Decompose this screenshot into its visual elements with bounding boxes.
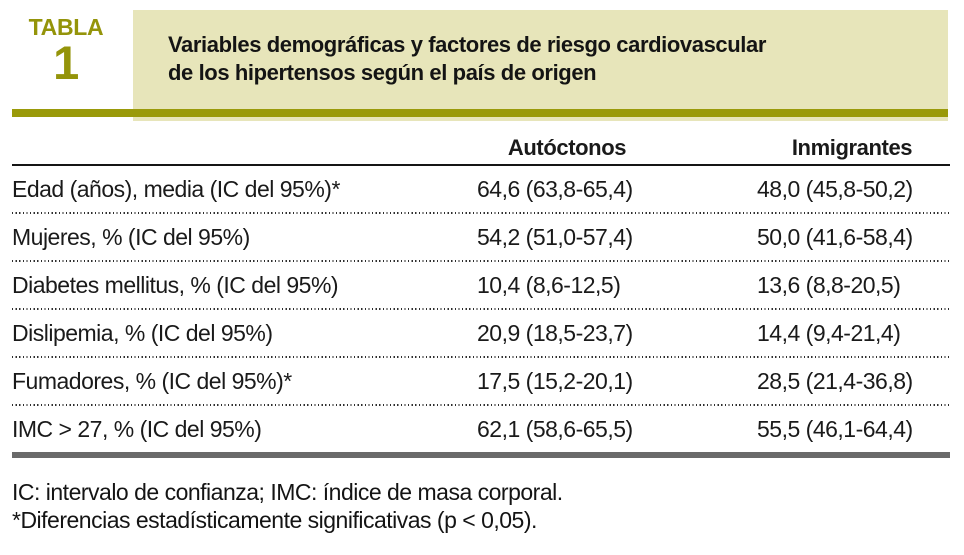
value-inmigrantes: 55,5 (46,1-64,4) — [757, 415, 913, 442]
table-label-word: TABLA — [28, 14, 104, 40]
table-row: Fumadores, % (IC del 95%)* 17,5 (15,2-20… — [12, 358, 950, 404]
table-label-number: 1 — [53, 36, 79, 89]
value-autoctonos: 62,1 (58,6-65,5) — [477, 415, 633, 442]
footnote-abbreviations: IC: intervalo de confianza; IMC: índice … — [12, 479, 563, 505]
column-header-inmigrantes: Inmigrantes — [791, 134, 913, 160]
header-separator-rule — [12, 164, 950, 166]
table-title-line1: Variables demográficas y factores de rie… — [168, 31, 766, 57]
table-header-row: Autóctonos Inmigrantes — [12, 131, 950, 164]
row-label: Fumadores, % (IC del 95%)* — [12, 367, 292, 394]
table-row: Edad (años), media (IC del 95%)* 64,6 (6… — [12, 166, 950, 212]
dotted-separator — [12, 356, 950, 358]
table-title-line2: de los hipertensos según el país de orig… — [168, 59, 597, 85]
table-row: IMC > 27, % (IC del 95%) 62,1 (58,6-65,5… — [12, 406, 950, 452]
title-banner: Variables demográficas y factores de rie… — [133, 10, 948, 121]
value-autoctonos: 64,6 (63,8-65,4) — [477, 175, 633, 202]
row-label: Edad (años), media (IC del 95%)* — [12, 175, 340, 202]
value-inmigrantes: 50,0 (41,6-58,4) — [757, 223, 913, 250]
footnote-significance: *Diferencias estadísticamente significat… — [12, 507, 537, 533]
table-row: Diabetes mellitus, % (IC del 95%) 10,4 (… — [12, 262, 950, 308]
data-table: Autóctonos Inmigrantes Edad (años), medi… — [12, 131, 950, 458]
table-row: Mujeres, % (IC del 95%) 54,2 (51,0-57,4)… — [12, 214, 950, 260]
dotted-separator — [12, 308, 950, 310]
value-autoctonos: 54,2 (51,0-57,4) — [477, 223, 633, 250]
value-inmigrantes: 14,4 (9,4-21,4) — [757, 319, 901, 346]
dotted-separator — [12, 212, 950, 214]
dotted-separator — [12, 260, 950, 262]
row-label: Mujeres, % (IC del 95%) — [12, 223, 250, 250]
value-inmigrantes: 28,5 (21,4-36,8) — [757, 367, 913, 394]
row-label: Diabetes mellitus, % (IC del 95%) — [12, 271, 339, 298]
table-row: Dislipemia, % (IC del 95%) 20,9 (18,5-23… — [12, 310, 950, 356]
value-inmigrantes: 48,0 (45,8-50,2) — [757, 175, 913, 202]
row-label: Dislipemia, % (IC del 95%) — [12, 319, 273, 346]
dotted-separator — [12, 404, 950, 406]
olive-rule — [12, 109, 948, 117]
table-bottom-rule — [12, 452, 950, 458]
table-label-block: TABLA 1 — [12, 14, 120, 86]
value-autoctonos: 10,4 (8,6-12,5) — [477, 271, 621, 298]
footnotes: IC: intervalo de confianza; IMC: índice … — [12, 478, 563, 534]
value-autoctonos: 20,9 (18,5-23,7) — [477, 319, 633, 346]
column-header-autoctonos: Autóctonos — [507, 134, 627, 160]
value-inmigrantes: 13,6 (8,8-20,5) — [757, 271, 901, 298]
row-label: IMC > 27, % (IC del 95%) — [12, 415, 262, 442]
value-autoctonos: 17,5 (15,2-20,1) — [477, 367, 633, 394]
